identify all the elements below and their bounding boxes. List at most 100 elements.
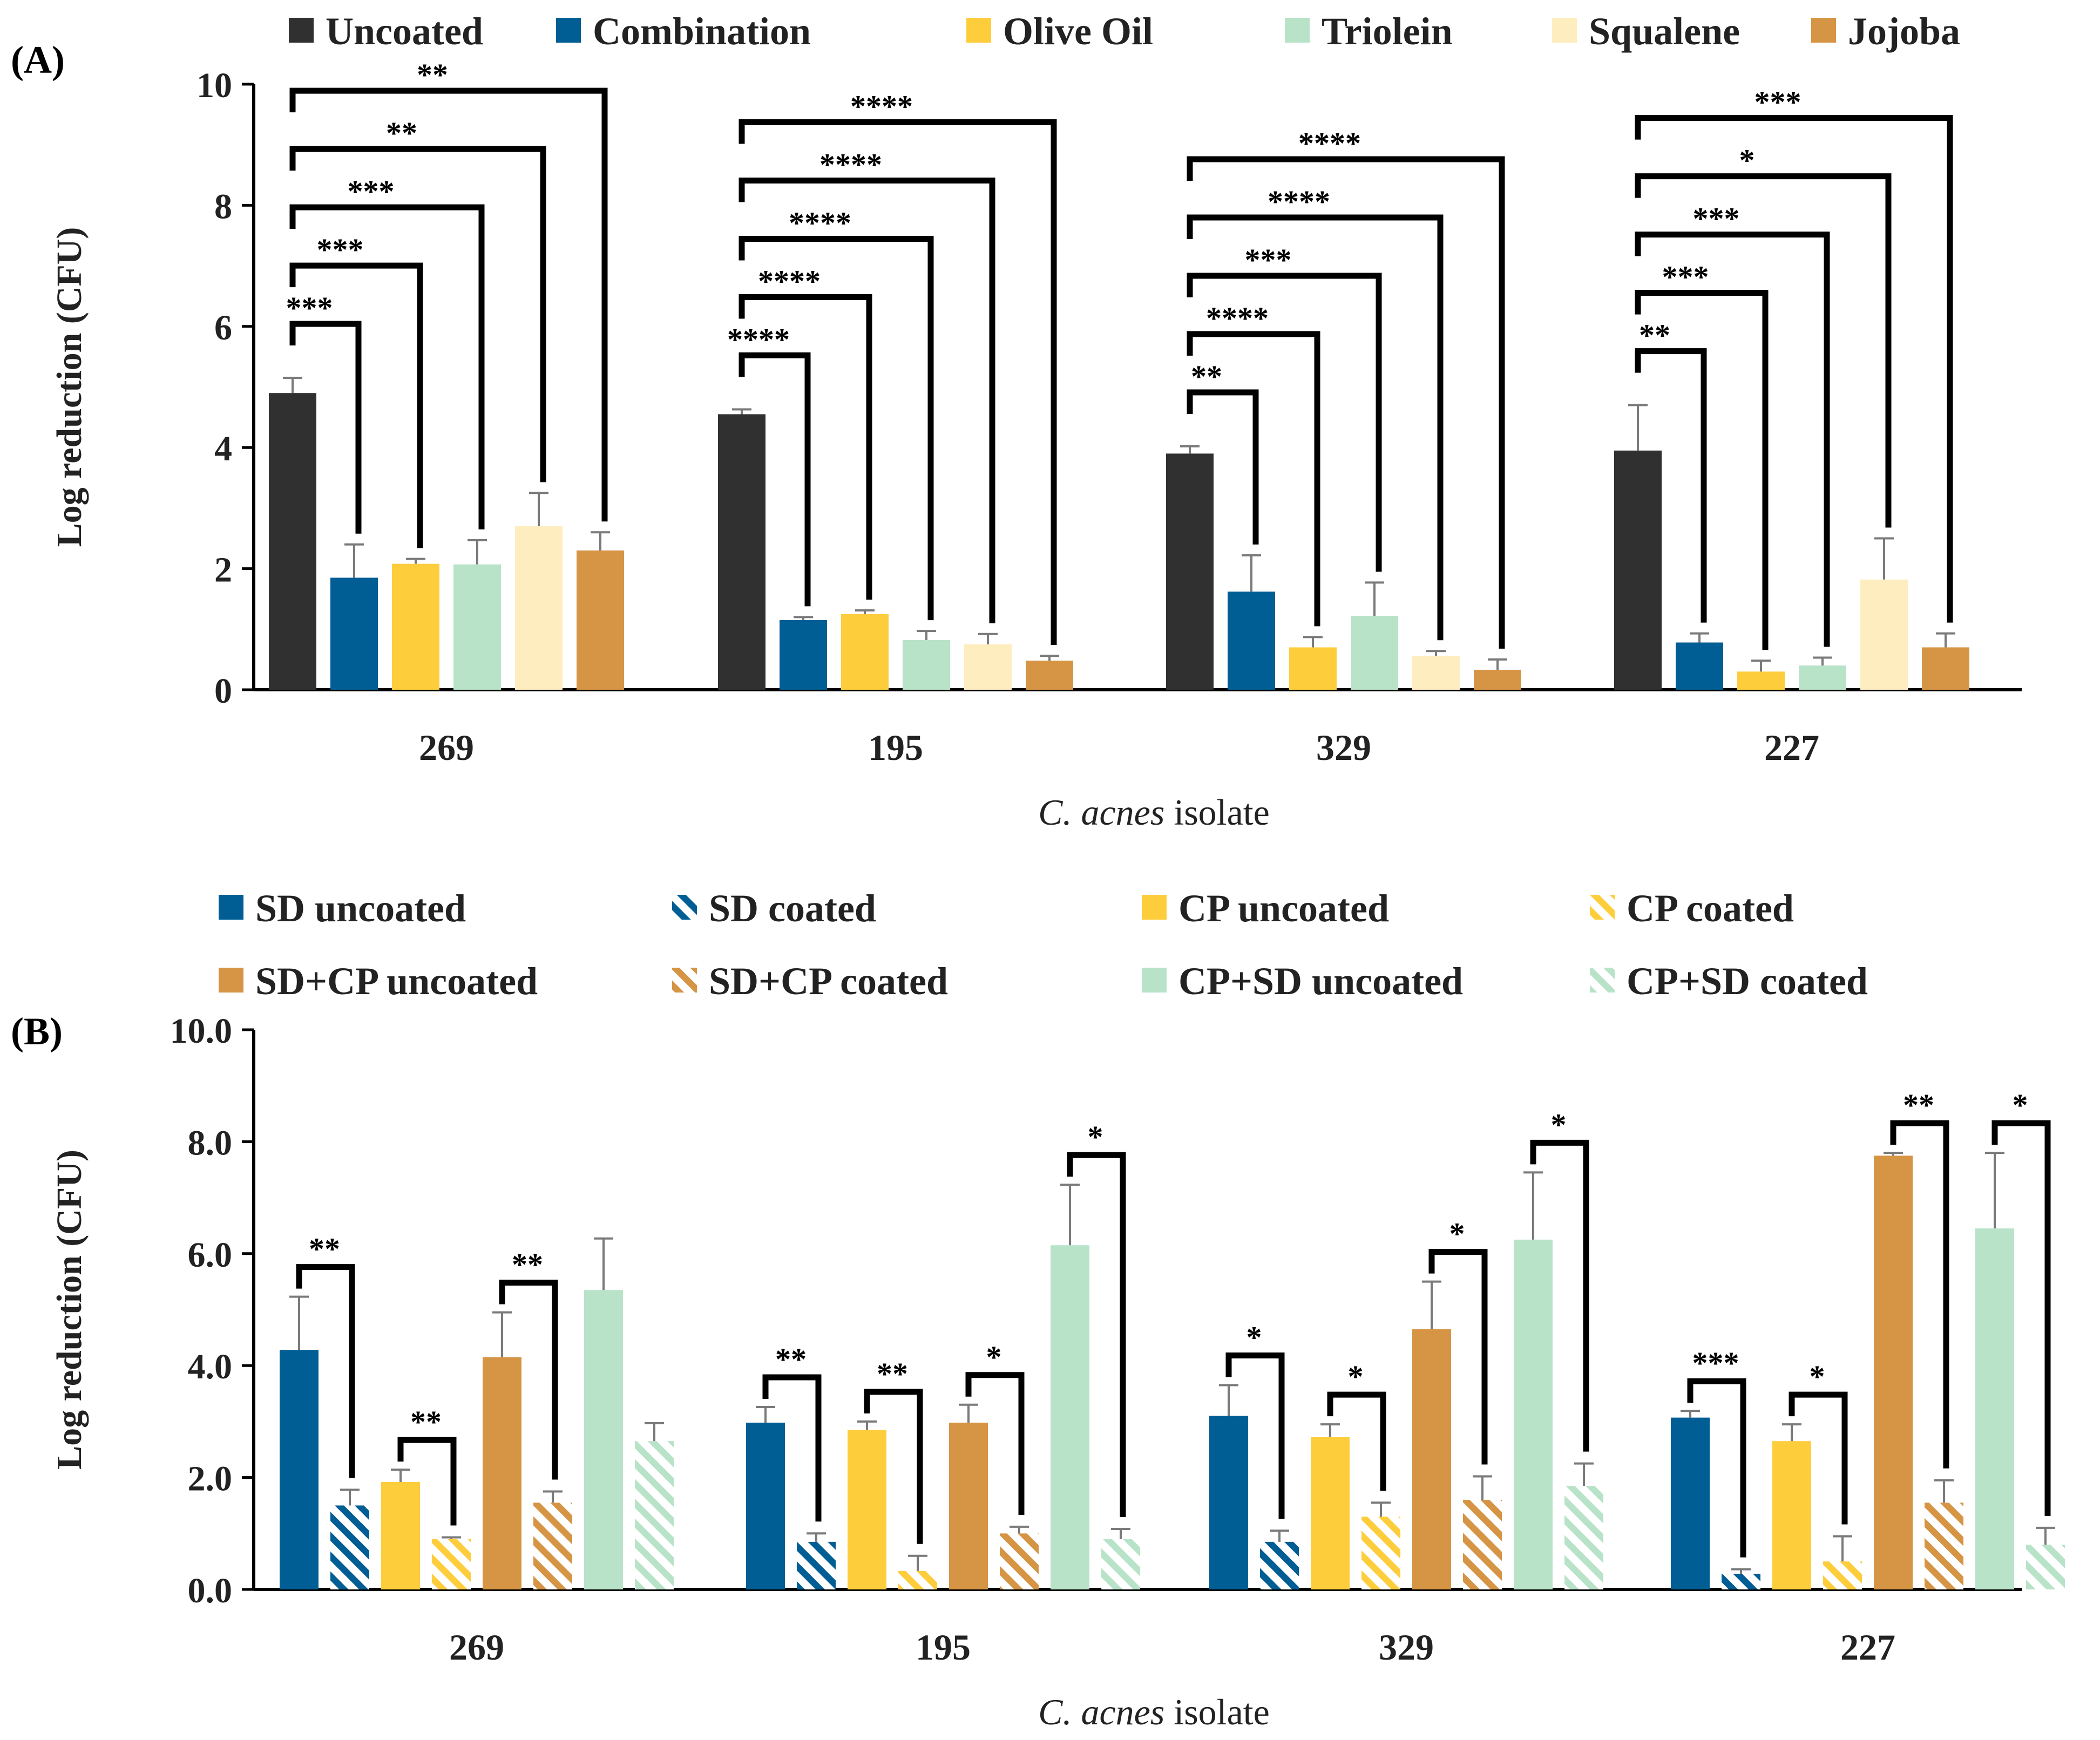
bar-cp-uncoated-195 (848, 1430, 886, 1589)
bar-triolein-227 (1799, 665, 1846, 690)
bar-olive-oil-195 (841, 614, 889, 690)
x-tick-label-195: 195 (868, 727, 923, 768)
significance-label: **** (727, 322, 790, 357)
legend-label-uncoated: Uncoated (326, 10, 483, 53)
y-tick-label: 2 (214, 550, 232, 590)
significance-bracket (1635, 290, 1769, 650)
bar-cp-sd-coated-195 (1101, 1539, 1140, 1589)
significance-label: *** (348, 174, 395, 209)
y-tick-label: 10 (197, 66, 232, 105)
bar-uncoated-329 (1166, 453, 1214, 690)
bar-sd-cp-coated-329 (1463, 1500, 1502, 1589)
legend-label-combination: Combination (593, 10, 811, 53)
bar-sd-cp-coated-195 (1000, 1533, 1039, 1589)
significance-label: **** (819, 147, 882, 182)
significance-bracket (499, 1280, 558, 1480)
legend-swatch-combination (556, 18, 581, 43)
significance-label: *** (286, 290, 333, 325)
y-axis-label: Log reduction (CFU) (50, 227, 89, 547)
significance-label: ** (410, 1404, 442, 1439)
significance-bracket (1187, 273, 1382, 572)
legend-swatch-sd-uncoated (219, 895, 243, 920)
significance-bracket (296, 1264, 355, 1478)
legend-swatch-cp-sd-coated (1590, 968, 1615, 993)
legend-label-sd-cp-uncoated: SD+CP uncoated (255, 960, 538, 1003)
legend-label-jojoba: Jojoba (1848, 10, 1960, 53)
bar-cp-coated-269 (432, 1539, 471, 1589)
significance-bracket (762, 1374, 822, 1522)
significance-bracket (1187, 389, 1259, 545)
legend-swatch-sd-cp-coated (672, 968, 697, 993)
bar-cp-coated-195 (898, 1571, 937, 1589)
bar-cp-uncoated-329 (1311, 1437, 1350, 1589)
y-tick-label: 4 (214, 429, 232, 468)
significance-bracket (1067, 1152, 1126, 1517)
panel-b-chart: (B) SD uncoated SD coated CP uncoated CP coa… (11, 887, 2065, 1732)
bar-uncoated-269 (269, 393, 316, 690)
bar-cp-uncoated-227 (1772, 1441, 1811, 1589)
legend-label-cp-sd-coated: CP+SD coated (1627, 960, 1868, 1003)
bar-triolein-269 (453, 564, 501, 690)
significance-bracket (1187, 214, 1444, 641)
bar-sd-coated-329 (1260, 1541, 1299, 1589)
significance-bracket (1890, 1120, 1949, 1469)
significance-label: *** (1245, 242, 1292, 277)
significance-bracket (1187, 331, 1320, 627)
x-tick-label-227: 227 (1764, 727, 1819, 768)
significance-label: ** (1639, 318, 1670, 353)
y-tick-label: 8 (214, 187, 232, 226)
significance-label: **** (758, 264, 821, 299)
significance-bracket (1530, 1139, 1589, 1452)
significance-label: **** (1298, 126, 1361, 161)
significance-bracket (1991, 1120, 2051, 1516)
legend-swatch-uncoated (289, 18, 314, 43)
bar-cp-coated-329 (1361, 1517, 1400, 1589)
x-axis-label-species: C. acnes (1038, 1691, 1164, 1732)
significance-bracket (289, 87, 608, 522)
x-tick-label-329: 329 (1379, 1627, 1434, 1668)
bar-cp-sd-uncoated-195 (1051, 1245, 1089, 1589)
significance-label: *** (1693, 201, 1740, 236)
significance-label: ** (877, 1356, 908, 1391)
bar-sd-cp-uncoated-269 (483, 1357, 521, 1589)
y-tick-label: 10.0 (170, 1011, 233, 1051)
y-tick-label: 4.0 (188, 1347, 233, 1386)
significance-label: * (1247, 1320, 1262, 1355)
significance-label: *** (317, 232, 364, 267)
significance-bracket (864, 1389, 923, 1544)
x-tick-label-195: 195 (916, 1627, 971, 1668)
significance-bracket (289, 321, 362, 534)
significance-bracket (1187, 156, 1505, 649)
significance-bracket (739, 119, 1057, 645)
bar-jojoba-195 (1026, 661, 1073, 690)
significance-bracket (739, 294, 872, 600)
y-tick-label: 6.0 (188, 1235, 233, 1275)
bar-olive-oil-269 (392, 563, 439, 690)
bar-sd-cp-uncoated-227 (1874, 1156, 1913, 1589)
significance-label: *** (1754, 85, 1801, 120)
significance-bracket (1635, 115, 1953, 623)
significance-bracket (1635, 232, 1830, 647)
bar-sd-cp-uncoated-329 (1412, 1329, 1451, 1589)
y-tick-label: 0.0 (188, 1571, 233, 1610)
bar-sd-coated-227 (1722, 1573, 1760, 1589)
significance-bracket (1428, 1249, 1488, 1465)
significance-bracket (1635, 173, 1892, 528)
legend-swatch-jojoba (1811, 18, 1836, 43)
x-axis-label: C. acnes isolate (1038, 792, 1270, 833)
legend-label-olive-oil: Olive Oil (1003, 10, 1153, 53)
significance-bracket (1635, 348, 1707, 623)
bar-cp-sd-coated-329 (1564, 1486, 1603, 1589)
significance-label: ** (386, 115, 417, 151)
bar-combination-227 (1676, 642, 1723, 690)
significance-label: * (1449, 1216, 1465, 1252)
legend-label-triolein: Triolein (1322, 10, 1453, 53)
y-axis-label: Log reduction (CFU) (50, 1150, 89, 1470)
significance-bracket (289, 146, 546, 482)
x-axis-label: C. acnes isolate (1038, 1691, 1270, 1732)
bar-cp-sd-uncoated-227 (1975, 1228, 2014, 1589)
bar-olive-oil-227 (1737, 671, 1785, 690)
bar-cp-uncoated-269 (381, 1481, 420, 1589)
bar-jojoba-269 (577, 550, 624, 690)
